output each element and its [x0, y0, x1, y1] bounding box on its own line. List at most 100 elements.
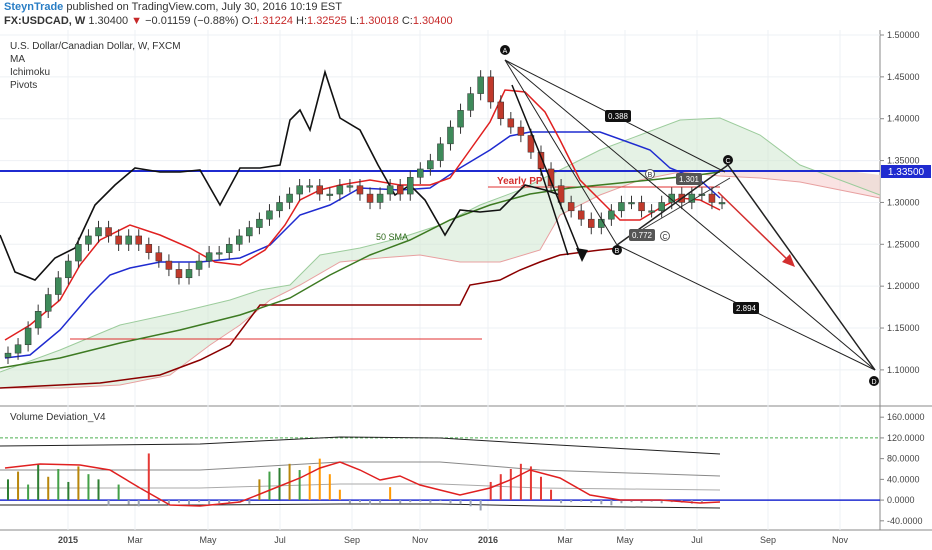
volume-tick-label: 40.0000 — [887, 474, 920, 484]
point-b2: B — [645, 169, 655, 179]
candle-body — [497, 101, 505, 119]
sma-50-label: 50 SMA — [376, 232, 408, 242]
candle-body — [557, 185, 565, 203]
high-label: H: — [296, 15, 308, 27]
candle-body — [215, 252, 223, 255]
volume-bar — [228, 500, 231, 503]
point-c2: C — [660, 231, 670, 241]
price-badge: 1.33500 — [881, 165, 931, 178]
candle-body — [447, 126, 454, 145]
volume-mid-band — [0, 461, 721, 477]
time-tick-label: Nov — [832, 535, 849, 545]
symbol-label: FX:USDCAD, W — [4, 15, 86, 27]
sma-50-line — [0, 171, 721, 369]
candle-body — [407, 177, 414, 195]
ratio-2894-text: 2.894 — [736, 304, 757, 313]
candle-body — [115, 235, 122, 245]
senkou-span-b — [0, 171, 881, 389]
volume-tick-label: 120.0000 — [887, 433, 925, 443]
candle-body — [658, 202, 665, 212]
volume-bar — [77, 466, 80, 501]
time-axis: 2015 Mar May Jul Sep Nov 2016 Mar May Jul Sep Nov — [58, 535, 849, 545]
legend-study-ma[interactable]: MA — [10, 54, 25, 65]
low-value: 1.30018 — [359, 15, 399, 27]
volume-bar — [87, 474, 90, 501]
volume-bar — [97, 479, 100, 501]
arrow-head-black — [576, 248, 588, 262]
volume-bar — [157, 500, 160, 504]
projection-arrow-black-2 — [539, 167, 569, 256]
header-line-2: FX:USDCAD, W 1.30400 ▼ −0.01159 (−0.88%)… — [4, 15, 453, 27]
volume-bar — [47, 476, 50, 501]
volume-bar — [208, 500, 211, 505]
volume-bar — [238, 500, 241, 502]
price-tick-label: 1.10000 — [887, 365, 920, 375]
candles — [4, 70, 726, 365]
candle-body — [547, 168, 555, 186]
candle-body — [286, 193, 293, 203]
volume-bar — [610, 500, 613, 506]
time-tick-label: Sep — [760, 535, 776, 545]
candle-body — [366, 193, 374, 203]
volume-axis: 160.0000 120.0000 80.0000 40.0000 0.0000 -40.… — [880, 412, 925, 526]
published-text: published on TradingView.com, July 30, 2… — [66, 1, 342, 13]
price-tick-label: 1.40000 — [887, 114, 920, 124]
time-tick-label: 2015 — [58, 535, 78, 545]
volume-bar — [459, 500, 462, 505]
candle-body — [4, 352, 12, 358]
pattern-inner-line — [637, 177, 731, 233]
volume-bar — [188, 500, 191, 505]
candle-body — [55, 277, 62, 295]
senkou-span-a — [0, 117, 881, 373]
volume-bar — [519, 463, 522, 501]
price-tick-label: 1.15000 — [887, 323, 920, 333]
legend-study-pivots[interactable]: Pivots — [10, 80, 38, 91]
candle-body — [427, 160, 434, 170]
volume-bar — [37, 463, 40, 501]
point-c: C — [723, 155, 733, 165]
price-tick-label: 1.25000 — [887, 239, 920, 249]
volume-bar — [620, 500, 623, 504]
candle-body — [376, 193, 384, 203]
candle-body — [356, 185, 364, 195]
ratio-label-2894: 2.894 — [733, 302, 759, 314]
point-b2-label: B — [648, 172, 653, 179]
candle-body — [105, 227, 112, 237]
volume-bar — [147, 453, 150, 501]
volume-bar — [640, 500, 643, 503]
volume-bar — [409, 500, 412, 503]
candle-body — [567, 202, 575, 212]
volume-bar — [27, 484, 30, 501]
volume-bar — [127, 500, 130, 505]
legend-study-ichimoku[interactable]: Ichimoku — [10, 67, 51, 78]
volume-bar — [590, 500, 593, 503]
pattern-line-a-d — [504, 59, 876, 371]
candle-body — [527, 135, 535, 153]
time-tick-label: 2016 — [478, 535, 498, 545]
volume-bar — [550, 489, 553, 501]
time-tick-label: Jul — [691, 535, 703, 545]
price-tick-label: 1.50000 — [887, 30, 920, 40]
volume-bar — [17, 471, 20, 501]
candle-body — [648, 210, 655, 213]
volume-base-band — [0, 503, 721, 509]
volume-tick-label: 160.0000 — [887, 412, 925, 422]
candle-body — [185, 269, 193, 279]
candle-body — [44, 294, 52, 312]
candle-body — [155, 252, 163, 262]
candle-body — [507, 118, 515, 128]
volume-tick-label: 0.0000 — [887, 495, 915, 505]
author-name[interactable]: SteynTrade — [4, 1, 64, 13]
candle-body — [588, 218, 595, 228]
volume-bar — [7, 479, 9, 501]
volume-bar — [338, 489, 341, 501]
volume-bar — [429, 500, 432, 503]
candle-body — [346, 185, 354, 188]
volume-bar — [539, 476, 542, 501]
candle-body — [457, 110, 464, 128]
volume-bar — [218, 500, 221, 504]
volume-bar — [389, 487, 392, 501]
ratio-0388-text: 0.388 — [608, 112, 629, 121]
point-a-label: A — [503, 48, 508, 55]
ichimoku-base-line — [0, 247, 621, 389]
